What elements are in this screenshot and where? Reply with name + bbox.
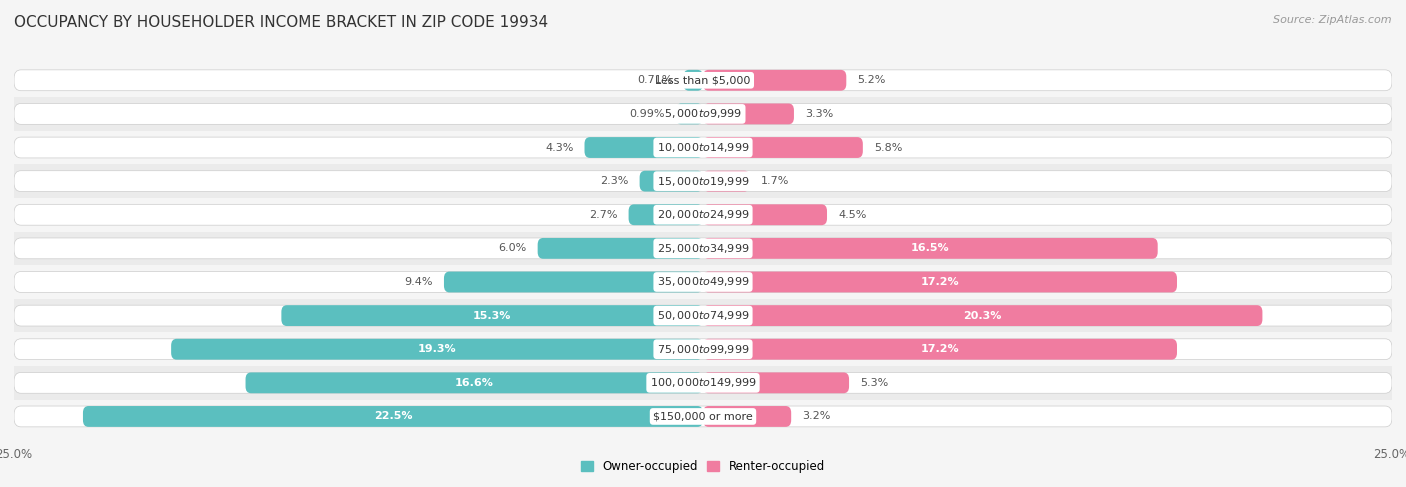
FancyBboxPatch shape	[703, 373, 849, 393]
Text: $75,000 to $99,999: $75,000 to $99,999	[657, 343, 749, 356]
FancyBboxPatch shape	[172, 339, 703, 359]
Text: 1.7%: 1.7%	[761, 176, 789, 186]
FancyBboxPatch shape	[703, 137, 863, 158]
Text: Less than $5,000: Less than $5,000	[655, 75, 751, 85]
Text: 5.3%: 5.3%	[860, 378, 889, 388]
Text: 3.3%: 3.3%	[806, 109, 834, 119]
Text: $150,000 or more: $150,000 or more	[654, 412, 752, 421]
Text: Source: ZipAtlas.com: Source: ZipAtlas.com	[1274, 15, 1392, 25]
Text: 4.5%: 4.5%	[838, 210, 866, 220]
Text: 3.2%: 3.2%	[803, 412, 831, 421]
Text: 5.8%: 5.8%	[875, 143, 903, 152]
Bar	[0, 97, 1406, 131]
Legend: Owner-occupied, Renter-occupied: Owner-occupied, Renter-occupied	[576, 455, 830, 478]
Text: 4.3%: 4.3%	[546, 143, 574, 152]
FancyBboxPatch shape	[703, 103, 794, 124]
Text: $5,000 to $9,999: $5,000 to $9,999	[664, 108, 742, 120]
Text: 16.5%: 16.5%	[911, 244, 949, 253]
Text: $10,000 to $14,999: $10,000 to $14,999	[657, 141, 749, 154]
FancyBboxPatch shape	[703, 406, 792, 427]
Text: 9.4%: 9.4%	[405, 277, 433, 287]
FancyBboxPatch shape	[628, 205, 703, 225]
Bar	[0, 198, 1406, 231]
Bar	[0, 164, 1406, 198]
Bar	[0, 400, 1406, 433]
FancyBboxPatch shape	[14, 70, 1392, 91]
FancyBboxPatch shape	[703, 272, 1177, 292]
Bar	[0, 131, 1406, 164]
FancyBboxPatch shape	[703, 205, 827, 225]
FancyBboxPatch shape	[703, 305, 1263, 326]
FancyBboxPatch shape	[14, 103, 1392, 124]
Text: 15.3%: 15.3%	[472, 311, 512, 320]
FancyBboxPatch shape	[703, 339, 1177, 359]
FancyBboxPatch shape	[676, 103, 703, 124]
FancyBboxPatch shape	[14, 238, 1392, 259]
FancyBboxPatch shape	[703, 238, 1157, 259]
Bar	[0, 333, 1406, 366]
Bar	[0, 366, 1406, 400]
FancyBboxPatch shape	[537, 238, 703, 259]
Text: $20,000 to $24,999: $20,000 to $24,999	[657, 208, 749, 221]
Text: 17.2%: 17.2%	[921, 344, 959, 354]
Text: $15,000 to $19,999: $15,000 to $19,999	[657, 175, 749, 187]
FancyBboxPatch shape	[246, 373, 703, 393]
FancyBboxPatch shape	[83, 406, 703, 427]
FancyBboxPatch shape	[14, 272, 1392, 292]
FancyBboxPatch shape	[585, 137, 703, 158]
FancyBboxPatch shape	[14, 305, 1392, 326]
FancyBboxPatch shape	[444, 272, 703, 292]
FancyBboxPatch shape	[14, 373, 1392, 393]
Text: 20.3%: 20.3%	[963, 311, 1002, 320]
Bar	[0, 265, 1406, 299]
Text: 0.71%: 0.71%	[637, 75, 672, 85]
FancyBboxPatch shape	[14, 339, 1392, 359]
Text: $25,000 to $34,999: $25,000 to $34,999	[657, 242, 749, 255]
Text: 0.99%: 0.99%	[630, 109, 665, 119]
Text: 6.0%: 6.0%	[498, 244, 527, 253]
Text: 2.7%: 2.7%	[589, 210, 617, 220]
FancyBboxPatch shape	[14, 205, 1392, 225]
Text: OCCUPANCY BY HOUSEHOLDER INCOME BRACKET IN ZIP CODE 19934: OCCUPANCY BY HOUSEHOLDER INCOME BRACKET …	[14, 15, 548, 30]
FancyBboxPatch shape	[281, 305, 703, 326]
Text: $35,000 to $49,999: $35,000 to $49,999	[657, 276, 749, 288]
FancyBboxPatch shape	[14, 406, 1392, 427]
Text: $50,000 to $74,999: $50,000 to $74,999	[657, 309, 749, 322]
FancyBboxPatch shape	[683, 70, 703, 91]
Text: 16.6%: 16.6%	[454, 378, 494, 388]
Bar	[0, 231, 1406, 265]
Text: 17.2%: 17.2%	[921, 277, 959, 287]
Bar	[0, 299, 1406, 333]
Text: $100,000 to $149,999: $100,000 to $149,999	[650, 376, 756, 389]
Text: 5.2%: 5.2%	[858, 75, 886, 85]
FancyBboxPatch shape	[640, 171, 703, 191]
FancyBboxPatch shape	[703, 70, 846, 91]
Text: 22.5%: 22.5%	[374, 412, 412, 421]
FancyBboxPatch shape	[703, 171, 749, 191]
Text: 19.3%: 19.3%	[418, 344, 457, 354]
Text: 2.3%: 2.3%	[600, 176, 628, 186]
FancyBboxPatch shape	[14, 171, 1392, 191]
Bar	[0, 63, 1406, 97]
FancyBboxPatch shape	[14, 137, 1392, 158]
